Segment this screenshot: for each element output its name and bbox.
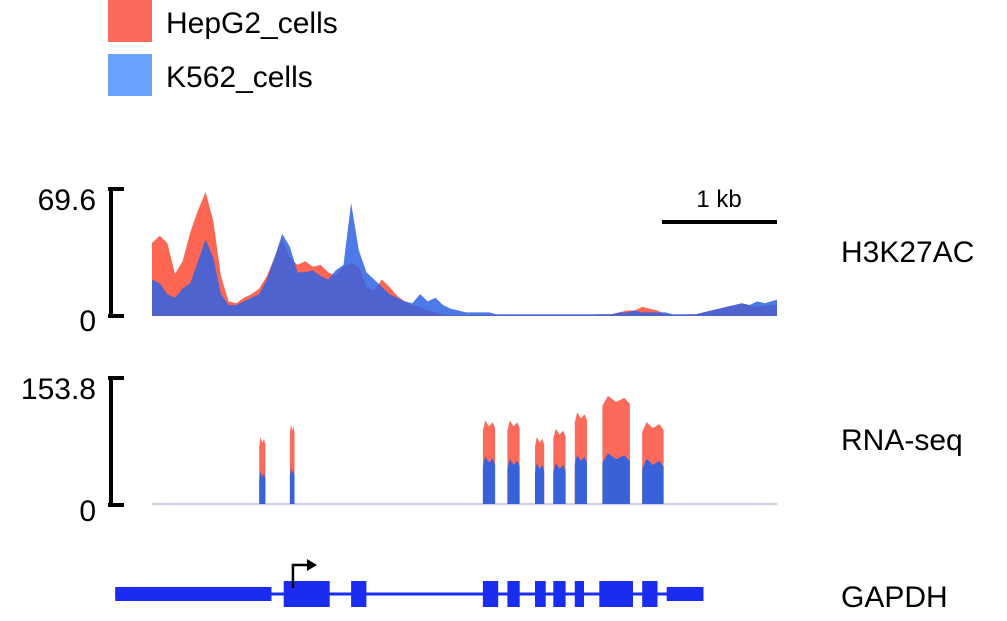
- tss-arrowhead-icon: [306, 559, 317, 571]
- rnaseq-peaks: [259, 395, 664, 504]
- track-label-h3k27ac: H3K27AC: [841, 236, 974, 269]
- rnaseq-ytick-zero: 0: [79, 495, 96, 528]
- rnaseq-k562-peak: [259, 471, 266, 504]
- h3k27ac-ytick-max: 69.6: [38, 184, 96, 217]
- gene-exon: [535, 581, 546, 607]
- gene-exon: [574, 581, 584, 607]
- rnaseq-y-axis: [108, 376, 124, 507]
- rnaseq-k562-peak: [602, 453, 630, 504]
- gene-exon: [283, 581, 330, 607]
- rnaseq-k562-peak: [642, 458, 664, 504]
- gene-exon: [553, 581, 566, 607]
- gene-exon: [115, 587, 272, 601]
- gene-model: GAPDH: [115, 559, 948, 614]
- track-label-rnaseq: RNA-seq: [841, 424, 963, 457]
- h3k27ac-y-axis: [108, 187, 124, 318]
- rnaseq-k562-peak: [482, 456, 496, 504]
- rnaseq-k562-peak: [289, 467, 295, 504]
- legend-swatch-k562: [108, 54, 152, 96]
- legend-label-k562: K562_cells: [166, 61, 313, 94]
- gene-exon: [666, 587, 704, 601]
- rnaseq-k562-peak: [507, 458, 520, 504]
- gene-exon: [507, 581, 520, 607]
- tss-arrow-icon: [291, 563, 309, 588]
- legend: HepG2_cells K562_cells: [108, 0, 338, 96]
- rnaseq-k562-peak: [553, 463, 566, 504]
- h3k27ac-ytick-zero: 0: [79, 305, 96, 338]
- gene-exon: [642, 581, 658, 607]
- rnaseq-k562-peak: [535, 463, 545, 504]
- h3k27ac-k562-area: [152, 202, 777, 316]
- gene-exon: [599, 581, 633, 607]
- rnaseq-ytick-max: 153.8: [21, 373, 96, 406]
- track-rnaseq: 153.8 0 RNA-seq: [21, 373, 963, 528]
- gene-label: GAPDH: [841, 581, 948, 614]
- gene-exon: [351, 581, 367, 607]
- gene-exon: [482, 581, 499, 607]
- legend-swatch-hepg2: [108, 0, 152, 42]
- scale-bar-label: 1 kb: [696, 186, 741, 213]
- track-h3k27ac: 69.6 0 1 kb H3K27AC: [38, 184, 975, 338]
- rnaseq-k562-peak: [574, 454, 587, 504]
- h3k27ac-hepg2-area: [152, 191, 777, 316]
- gene-exons: [115, 581, 704, 607]
- legend-label-hepg2: HepG2_cells: [166, 7, 338, 40]
